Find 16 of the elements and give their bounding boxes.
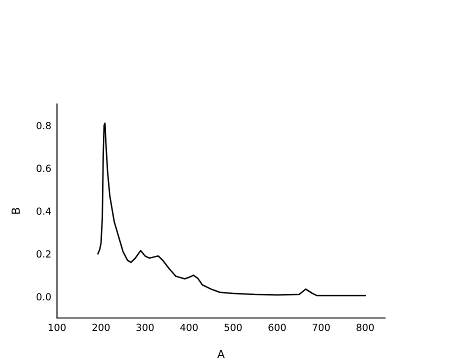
x-tick-label: 800 <box>356 324 374 332</box>
x-tick-label: 400 <box>180 324 198 332</box>
x-tick-label: 700 <box>312 324 330 332</box>
y-axis-title: B <box>12 208 20 214</box>
x-tick-label: 200 <box>92 324 110 332</box>
x-tick-label: 600 <box>268 324 286 332</box>
y-tick-label: 0.8 <box>36 122 51 130</box>
y-tick-label: 0.4 <box>36 207 51 215</box>
x-tick-label: 300 <box>136 324 154 332</box>
x-axis-title: A <box>217 350 225 358</box>
y-tick-label: 0.2 <box>36 250 50 258</box>
x-tick-label: 500 <box>224 324 242 332</box>
y-tick-label: 0.0 <box>36 293 51 300</box>
y-tick-label: 0.6 <box>36 164 51 172</box>
line-series <box>97 122 366 296</box>
x-tick-label: 100 <box>48 324 66 332</box>
